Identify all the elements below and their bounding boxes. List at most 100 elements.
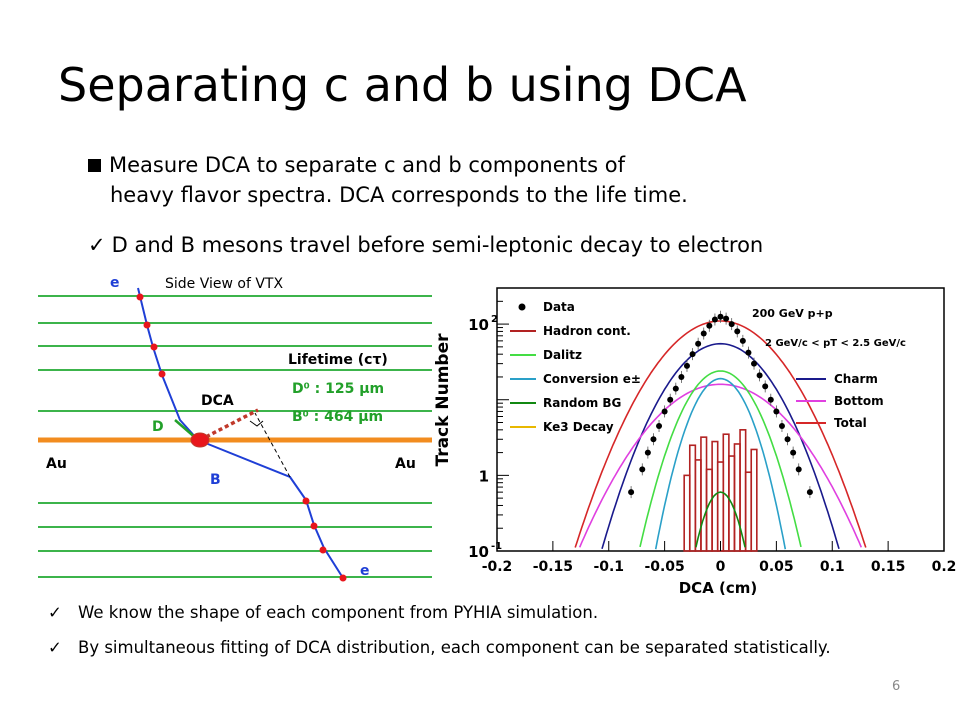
data-point (756, 372, 763, 379)
bullet1-text-cont: heavy flavor spectra. DCA corresponds to… (110, 183, 688, 207)
data-point (700, 330, 707, 337)
bullet-measure-dca: Measure DCA to separate c and b componen… (88, 150, 688, 210)
d-meson-track (137, 287, 199, 441)
hit-point (158, 370, 166, 378)
check-icon: ✓ (48, 638, 62, 657)
data-point (656, 422, 663, 429)
series-curve-random-bg (695, 491, 746, 548)
b-meson-track (197, 439, 344, 579)
d-meson-label: D (152, 419, 164, 435)
y-tick-exponent: -1 (491, 541, 502, 552)
au-left-label: Au (46, 456, 67, 472)
bottom1-text: We know the shape of each component from… (78, 603, 599, 622)
check-icon: ✓ (88, 233, 106, 257)
x-tick-label: 0.15 (871, 559, 906, 575)
dca-arrow (199, 408, 259, 442)
legend-entry: Conversion e± (543, 372, 641, 386)
legend-entry: Total (834, 416, 867, 430)
data-point (717, 313, 724, 320)
data-point (762, 383, 769, 390)
data-point (661, 408, 668, 415)
data-point (639, 466, 646, 473)
legend-entry: Charm (834, 372, 878, 386)
electron-bottom-label: e (360, 563, 370, 579)
data-point (683, 362, 690, 369)
x-tick-label: -0.05 (644, 559, 684, 575)
data-point (728, 321, 735, 328)
x-tick-label: 0 (716, 559, 726, 575)
hit-point (136, 293, 144, 301)
electron-top-label: e (110, 275, 120, 291)
bottom-bullet-1: ✓ We know the shape of each component fr… (48, 600, 878, 625)
data-point (628, 489, 635, 496)
square-bullet-icon (88, 159, 101, 172)
legend-marker (518, 303, 526, 311)
data-point (734, 328, 741, 335)
x-tick-label: 0.1 (820, 559, 845, 575)
legend-entry: Random BG (543, 396, 621, 410)
chart-legend: Data Hadron cont. Dalitz Conversion e± Rando… (510, 300, 884, 434)
series-curve-dalitz (639, 370, 802, 548)
dca-chart: -0.2 -0.15 -0.1 -0.05 0 0.05 0.1 0.15 0.2 10 -111… (433, 287, 956, 597)
data-point (650, 436, 657, 443)
chart-annotation-pt: 2 GeV/c < pT < 2.5 GeV/c (765, 338, 906, 349)
y-tick-label: 1 (479, 467, 489, 485)
data-point (723, 315, 730, 322)
legend-entry: Dalitz (543, 348, 582, 362)
check-icon: ✓ (48, 603, 62, 622)
hit-points (136, 293, 347, 582)
x-tick-label: -0.15 (533, 559, 573, 575)
data-point (790, 449, 797, 456)
data-point (784, 436, 791, 443)
data-point (795, 466, 802, 473)
data-point (706, 322, 713, 329)
y-tick-label: 10 (468, 543, 489, 561)
series-curve-conversion-e- (654, 377, 787, 550)
y-tick-exponent: 2 (491, 314, 498, 325)
collision-point (190, 432, 210, 448)
data-point (778, 422, 785, 429)
data-point (689, 351, 696, 358)
au-right-label: Au (395, 456, 416, 472)
bullet1-text: Measure DCA to separate c and b componen… (109, 153, 626, 177)
data-point (644, 449, 651, 456)
hit-point (302, 497, 310, 505)
chart-annotation-energy: 200 GeV p+p (752, 307, 833, 320)
hadron-bin (750, 448, 758, 552)
bottom-bullet-2: ✓ By simultaneous fitting of DCA distrib… (48, 635, 878, 660)
data-point (667, 396, 674, 403)
x-tick-label: -0.2 (482, 559, 513, 575)
diagram-caption: Side View of VTX (165, 276, 283, 292)
data-point (739, 337, 746, 344)
lifetime-title: Lifetime (cτ) (288, 352, 388, 368)
legend-entry: Data (543, 300, 575, 314)
data-point (751, 360, 758, 367)
b-meson-label: B (210, 472, 221, 488)
data-point (773, 408, 780, 415)
legend-entry: Ke3 Decay (543, 420, 614, 434)
track-extension (254, 412, 291, 478)
right-angle-marker (249, 420, 264, 427)
bullet2-text: D and B mesons travel before semi-lepton… (111, 233, 764, 257)
x-axis-label: DCA (cm) (679, 579, 758, 597)
lifetime-d: D⁰ : 125 μm (292, 381, 384, 397)
legend-entry: Bottom (834, 394, 884, 408)
series-curve-bottom (578, 383, 863, 548)
chart-content (574, 310, 867, 552)
vtx-diagram: Side View of VTX e e D B DCA Au Au Lifet… (38, 275, 432, 582)
y-tick-label: 10 (468, 316, 489, 334)
data-point (806, 489, 813, 496)
detector-layers (38, 295, 432, 578)
slide-title: Separating c and b using DCA (58, 58, 747, 112)
data-point (767, 396, 774, 403)
data-point (745, 349, 752, 356)
lifetime-b: B⁰ : 464 μm (292, 409, 383, 425)
bullet-mesons: ✓ D and B mesons travel before semi-lepto… (88, 230, 763, 260)
hit-point (150, 343, 158, 351)
x-tick-label: 0.05 (759, 559, 794, 575)
data-point (711, 316, 718, 323)
x-tick-label: -0.1 (593, 559, 624, 575)
hit-point (319, 546, 327, 554)
